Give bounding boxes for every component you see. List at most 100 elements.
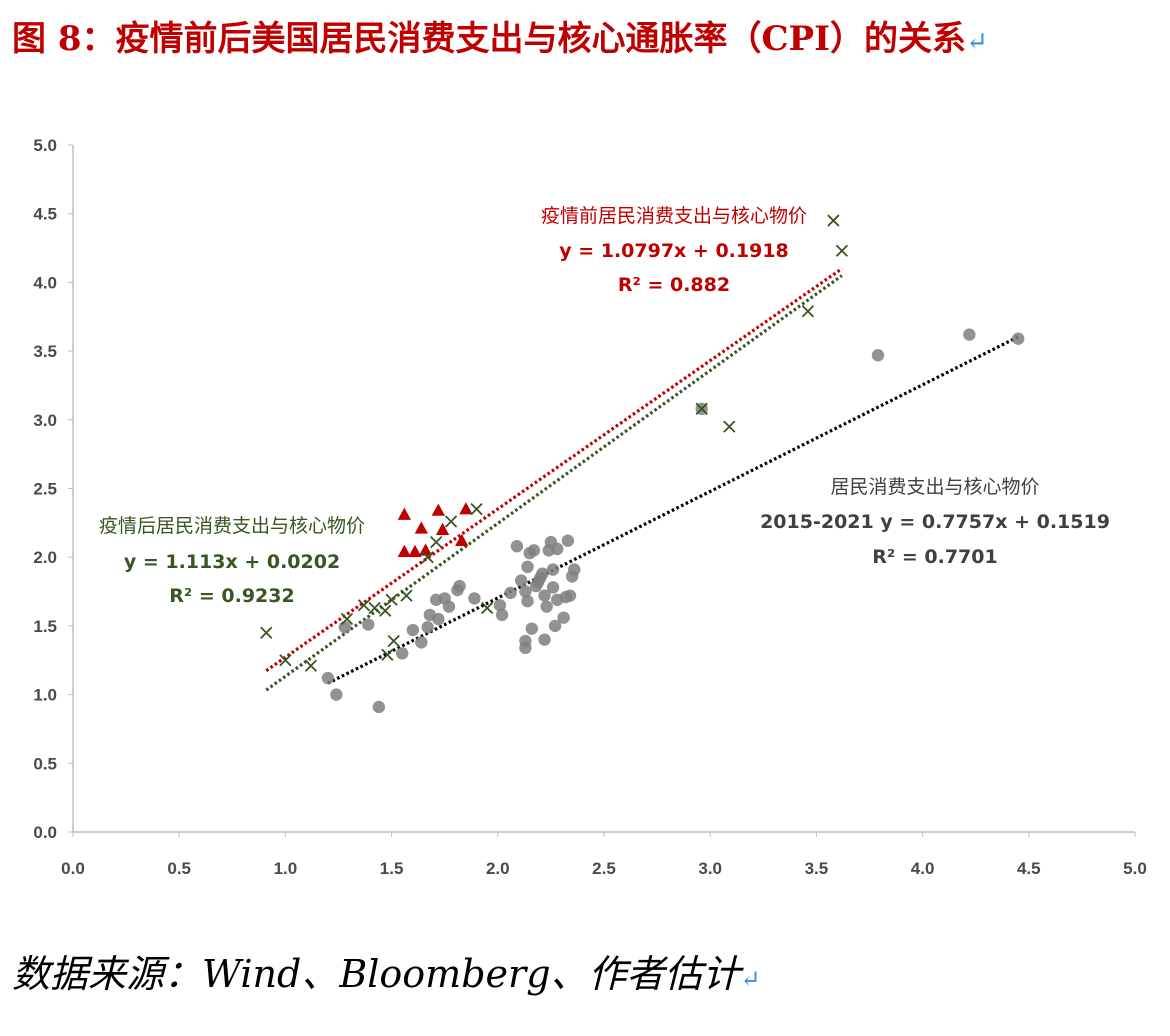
point-pre: [455, 533, 469, 546]
point-all: [321, 671, 335, 685]
x-tick-label: 2.0: [486, 859, 510, 878]
annotation-pre-line2: y = 1.0797x + 0.1918: [559, 240, 789, 262]
point-all: [442, 600, 456, 613]
x-tick-label: 5.0: [1123, 859, 1147, 878]
y-tick-label: 2.5: [33, 480, 57, 499]
data-points: [260, 214, 1025, 714]
point-all: [1011, 332, 1025, 345]
point-pre: [414, 521, 428, 534]
point-post: [430, 535, 443, 549]
point-all: [406, 623, 420, 637]
annotation-all-line1: 居民消费支出与核心物价: [830, 476, 1039, 498]
point-post: [340, 612, 354, 626]
annotation-all-line2: 2015-2021 y = 0.7757x + 0.1519: [760, 511, 1110, 533]
point-pre: [397, 507, 411, 520]
annotation-all-line3: R² = 0.7701: [872, 546, 997, 568]
source-text: 数据来源：Wind、Bloomberg、作者估计: [12, 952, 741, 996]
point-post: [357, 599, 371, 612]
annotation-post-line2: y = 1.113x + 0.0202: [124, 551, 340, 573]
point-all: [561, 534, 575, 547]
point-all: [519, 641, 532, 655]
point-post: [827, 214, 840, 227]
point-all: [510, 540, 524, 553]
chart-axes: 0.0 0.5 1.0 1.5 2.0 2.5 3.0 3.5 4.0 4.5 5.0 0.0 0.5 1…: [33, 136, 1146, 878]
y-tick-label: 0.5: [33, 754, 57, 773]
trendline-post: [265, 274, 843, 692]
x-tick-label: 4.0: [911, 859, 935, 878]
point-all: [468, 592, 481, 605]
point-post: [421, 551, 434, 564]
point-post: [695, 402, 708, 415]
point-all: [548, 619, 562, 633]
point-all: [538, 633, 551, 646]
point-post: [260, 626, 273, 639]
scatter-chart: 0.0 0.5 1.0 1.5 2.0 2.5 3.0 3.5 4.0 4.5 5.0 0.0 0.5 1…: [33, 136, 1146, 878]
point-all: [453, 579, 466, 593]
trendline-pre: [265, 267, 843, 672]
point-all: [362, 618, 375, 631]
point-all: [504, 586, 517, 600]
x-tick-label: 1.0: [274, 859, 298, 878]
figure-title: 图 8：疫情前后美国居民消费支出与核心通胀率（CPI）的关系↵: [12, 14, 1162, 64]
point-post: [444, 515, 458, 528]
x-tick-label: 1.5: [380, 859, 404, 878]
figure-title-text: 图 8：疫情前后美国居民消费支出与核心通胀率（CPI）的关系: [12, 19, 967, 59]
x-tick-label: 0.5: [167, 859, 191, 878]
x-tick-label: 3.5: [805, 859, 829, 878]
trendline-all: [327, 335, 1019, 685]
point-pre: [431, 503, 445, 516]
point-all: [563, 589, 577, 602]
point-all: [557, 611, 570, 624]
regression-annotations: 疫情前居民消费支出与核心物价 y = 1.0797x + 0.1918 R² = 0…: [99, 205, 1110, 607]
point-pre: [435, 522, 450, 535]
point-post: [381, 648, 394, 661]
point-all: [493, 599, 507, 612]
point-all: [372, 700, 386, 714]
point-all: [521, 594, 534, 608]
x-tick-label: 3.0: [698, 859, 722, 878]
point-all: [871, 349, 885, 362]
y-tick-label: 4.0: [33, 273, 57, 292]
point-post: [801, 305, 815, 318]
point-post: [304, 659, 318, 672]
point-pre: [408, 544, 422, 557]
point-all: [514, 574, 528, 587]
point-all: [525, 622, 538, 635]
point-post: [481, 601, 494, 615]
return-mark-icon: ↵: [740, 965, 761, 993]
point-post: [387, 634, 400, 648]
y-tick-label: 5.0: [33, 136, 57, 155]
point-all: [415, 636, 428, 649]
point-post: [379, 604, 392, 617]
return-mark-icon: ↵: [966, 27, 988, 57]
point-all: [519, 585, 532, 598]
point-all: [338, 621, 352, 634]
point-all: [551, 542, 564, 556]
point-all: [330, 688, 343, 701]
x-tick-label: 2.5: [592, 859, 616, 878]
point-post: [400, 589, 413, 602]
trendlines: [265, 267, 1019, 692]
annotation-post-line1: 疫情后居民消费支出与核心物价: [99, 515, 365, 537]
point-all: [546, 581, 560, 594]
point-pre: [459, 502, 473, 515]
y-tick-label: 3.5: [33, 342, 57, 361]
point-all: [396, 647, 409, 660]
annotation-post-line3: R² = 0.9232: [169, 585, 294, 607]
point-all: [540, 600, 553, 613]
point-post: [385, 593, 398, 606]
y-tick-label: 4.5: [33, 205, 57, 224]
point-post: [470, 502, 483, 516]
point-post: [279, 654, 292, 667]
y-tick-label: 2.0: [33, 548, 57, 567]
point-all: [963, 328, 976, 341]
source-note: 数据来源：Wind、Bloomberg、作者估计↵: [12, 948, 761, 1000]
point-all: [527, 544, 541, 557]
y-tick-label: 1.0: [33, 686, 57, 705]
x-tick-label: 4.5: [1017, 859, 1041, 878]
x-tick-label: 0.0: [61, 859, 85, 878]
point-all: [546, 563, 560, 576]
point-all: [538, 589, 551, 602]
point-all: [536, 567, 549, 580]
point-all: [568, 563, 581, 576]
